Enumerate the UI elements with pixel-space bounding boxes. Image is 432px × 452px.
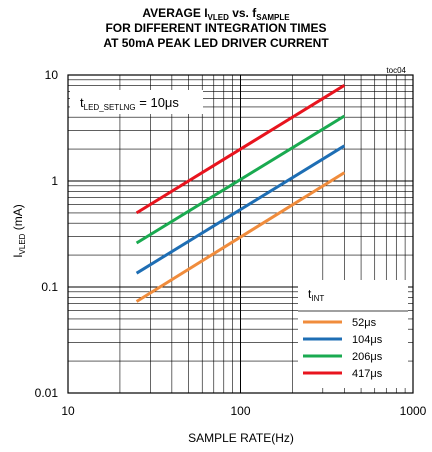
y-axis-label-unit: (mA) [11, 204, 25, 233]
annotation-t: t [80, 95, 84, 110]
annotation-value: = 10μs [136, 95, 180, 110]
y-tick-label: 1 [51, 174, 58, 188]
annotation-box [70, 90, 203, 114]
legend-label: 104μs [352, 334, 383, 346]
title-line-2: FOR DIFFERENT INTEGRATION TIMES [105, 21, 327, 35]
series-line [135, 84, 346, 215]
plot-frame [67, 74, 414, 394]
chart-title: AVERAGE IVLED vs. fSAMPLE FOR DIFFERENT … [0, 6, 432, 51]
legend-title-sub: INT [311, 294, 324, 303]
y-axis-label-sub: VLED [18, 233, 27, 254]
toc-tag: toc04 [386, 66, 406, 75]
legend-label: 52μs [352, 317, 377, 329]
legend-box [298, 280, 408, 388]
svg-text:tLED_SETLNG = 10μs: tLED_SETLNG = 10μs [80, 95, 179, 112]
x-axis-label: SAMPLE RATE(Hz) [188, 431, 294, 445]
y-axis-label-i: I [11, 254, 25, 257]
y-axis-label: IVLED (mA) [11, 204, 27, 258]
x-tick-label: 1000 [400, 404, 427, 418]
y-tick-label: 10 [45, 68, 59, 82]
legend: tINT 52μs 104μs 206μs 417μs [298, 280, 408, 388]
legend-label: 206μs [352, 351, 383, 363]
title-line-1: AVERAGE IVLED vs. fSAMPLE [142, 6, 290, 22]
svg-text:tINT: tINT [308, 287, 324, 303]
series-line [135, 144, 346, 275]
settling-annotation: tLED_SETLNG = 10μs [70, 90, 203, 114]
series-line [135, 171, 346, 303]
legend-label: 417μs [352, 368, 383, 380]
legend-title-t: t [308, 287, 312, 301]
axis-tick-labels: 10 100 1000 0.01 0.1 1 10 [35, 68, 427, 418]
legend-items: 52μs 104μs 206μs 417μs [303, 317, 383, 380]
series-line [135, 114, 346, 245]
title-line-3: AT 50mA PEAK LED DRIVER CURRENT [103, 36, 329, 50]
y-tick-label: 0.1 [41, 280, 58, 294]
y-tick-label: 0.01 [35, 386, 59, 400]
x-tick-label: 10 [61, 404, 75, 418]
x-tick-label: 100 [230, 404, 250, 418]
annotation-sub: LED_SETLNG [84, 103, 136, 112]
series-lines [135, 84, 346, 303]
